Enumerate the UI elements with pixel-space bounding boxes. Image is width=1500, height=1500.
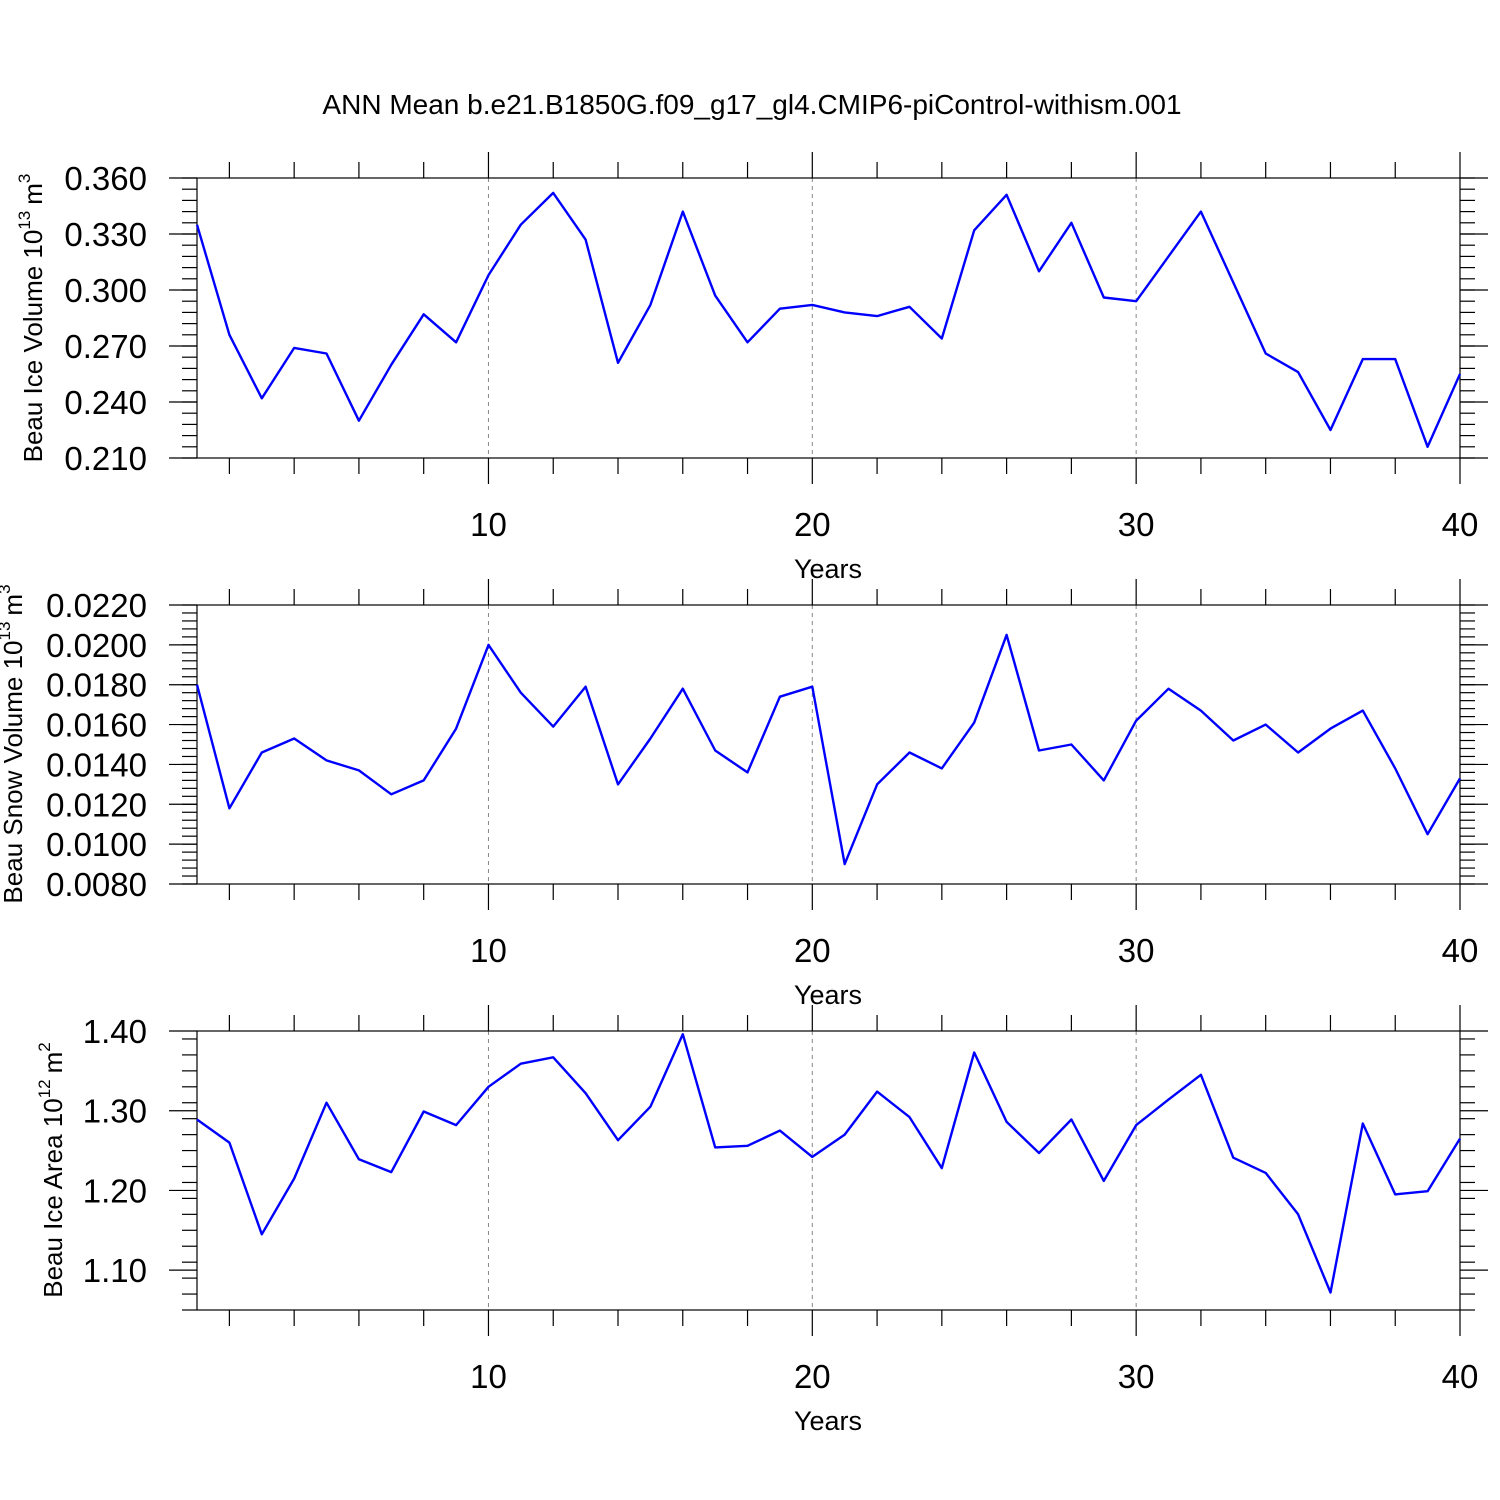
y-tick-label: 1.20 — [83, 1172, 147, 1209]
x-axis-label: Years — [794, 1406, 862, 1436]
x-axis-label: Years — [794, 554, 862, 584]
y-tick-label: 1.10 — [83, 1252, 147, 1289]
y-tick-label: 0.0120 — [46, 786, 147, 823]
y-tick-label: 0.330 — [64, 216, 147, 253]
series-line — [195, 633, 1462, 866]
x-tick-label: 20 — [794, 1358, 831, 1395]
series-line — [195, 191, 1462, 448]
y-tick-label: 1.30 — [83, 1093, 147, 1130]
x-tick-label: 20 — [794, 506, 831, 543]
plot-frame — [196, 604, 1461, 885]
x-tick-label: 30 — [1118, 932, 1155, 969]
y-axis-label-text: Beau Snow Volume 10 — [0, 640, 28, 903]
panel-snow-volume: 10 20 30 40Years0.00800.01000.01200.01400.0… — [0, 579, 1488, 1010]
y-axis-label: Beau Ice Volume 1013 m3 — [15, 174, 48, 463]
y-axis-label-unit: m — [18, 183, 48, 205]
y-axis-label-text: Beau Ice Volume 10 — [18, 230, 48, 463]
y-tick-label: 0.0180 — [46, 667, 147, 704]
y-tick-label: 0.0140 — [46, 746, 147, 783]
panel-ice-area: 10 20 30 40 Years 1.10 1.20 1.30 1.40 Beau Ice Ar… — [35, 1005, 1488, 1436]
y-axis-label-unit-exponent: 2 — [35, 1042, 54, 1051]
y-axis-label: Beau Snow Volume 1013 m3 — [0, 584, 28, 903]
chart-title: ANN Mean b.e21.B1850G.f09_g17_gl4.CMIP6-… — [322, 89, 1181, 120]
plot-frame — [196, 177, 1461, 459]
y-tick-label: 0.0220 — [46, 587, 147, 624]
x-tick-label: 10 — [470, 1358, 507, 1395]
y-axis-label-unit-exponent: 3 — [0, 584, 14, 593]
y-tick-label: 0.0100 — [46, 826, 147, 863]
y-axis-label-unit: m — [38, 1052, 68, 1074]
x-tick-label: 30 — [1118, 506, 1155, 543]
x-tick-label: 10 — [470, 506, 507, 543]
x-tick-label: 40 — [1442, 932, 1479, 969]
y-axis-label-exponent: 12 — [35, 1079, 54, 1098]
y-tick-label: 0.0080 — [46, 866, 147, 903]
x-tick-label: 10 — [470, 932, 507, 969]
x-tick-label: 40 — [1442, 506, 1479, 543]
y-tick-label: 0.0200 — [46, 627, 147, 664]
y-tick-label: 0.270 — [64, 328, 147, 365]
y-axis-label-unit: m — [0, 594, 28, 616]
x-tick-label: 30 — [1118, 1358, 1155, 1395]
y-tick-label: 1.40 — [83, 1013, 147, 1050]
plot-frame — [196, 1030, 1461, 1311]
x-axis-label: Years — [794, 980, 862, 1010]
x-tick-label: 20 — [794, 932, 831, 969]
y-tick-label: 0.0160 — [46, 707, 147, 744]
y-axis-label-unit-exponent: 3 — [15, 174, 34, 183]
panel-ice-volume: 10 20 30 40 Years 0.210 0.240 0.270 0.300 0.330 0.… — [15, 152, 1488, 584]
y-tick-label: 0.360 — [64, 160, 147, 197]
y-axis-label-exponent: 13 — [15, 211, 34, 230]
y-axis-label-exponent: 13 — [0, 622, 14, 641]
y-tick-label: 0.300 — [64, 272, 147, 309]
x-tick-label: 40 — [1442, 1358, 1479, 1395]
series-line — [196, 1032, 1462, 1294]
y-tick-label: 0.240 — [64, 384, 147, 421]
y-axis-label: Beau Ice Area 1012 m2 — [35, 1042, 68, 1298]
y-axis-label-text: Beau Ice Area 10 — [38, 1098, 68, 1297]
y-tick-label: 0.210 — [64, 440, 147, 477]
